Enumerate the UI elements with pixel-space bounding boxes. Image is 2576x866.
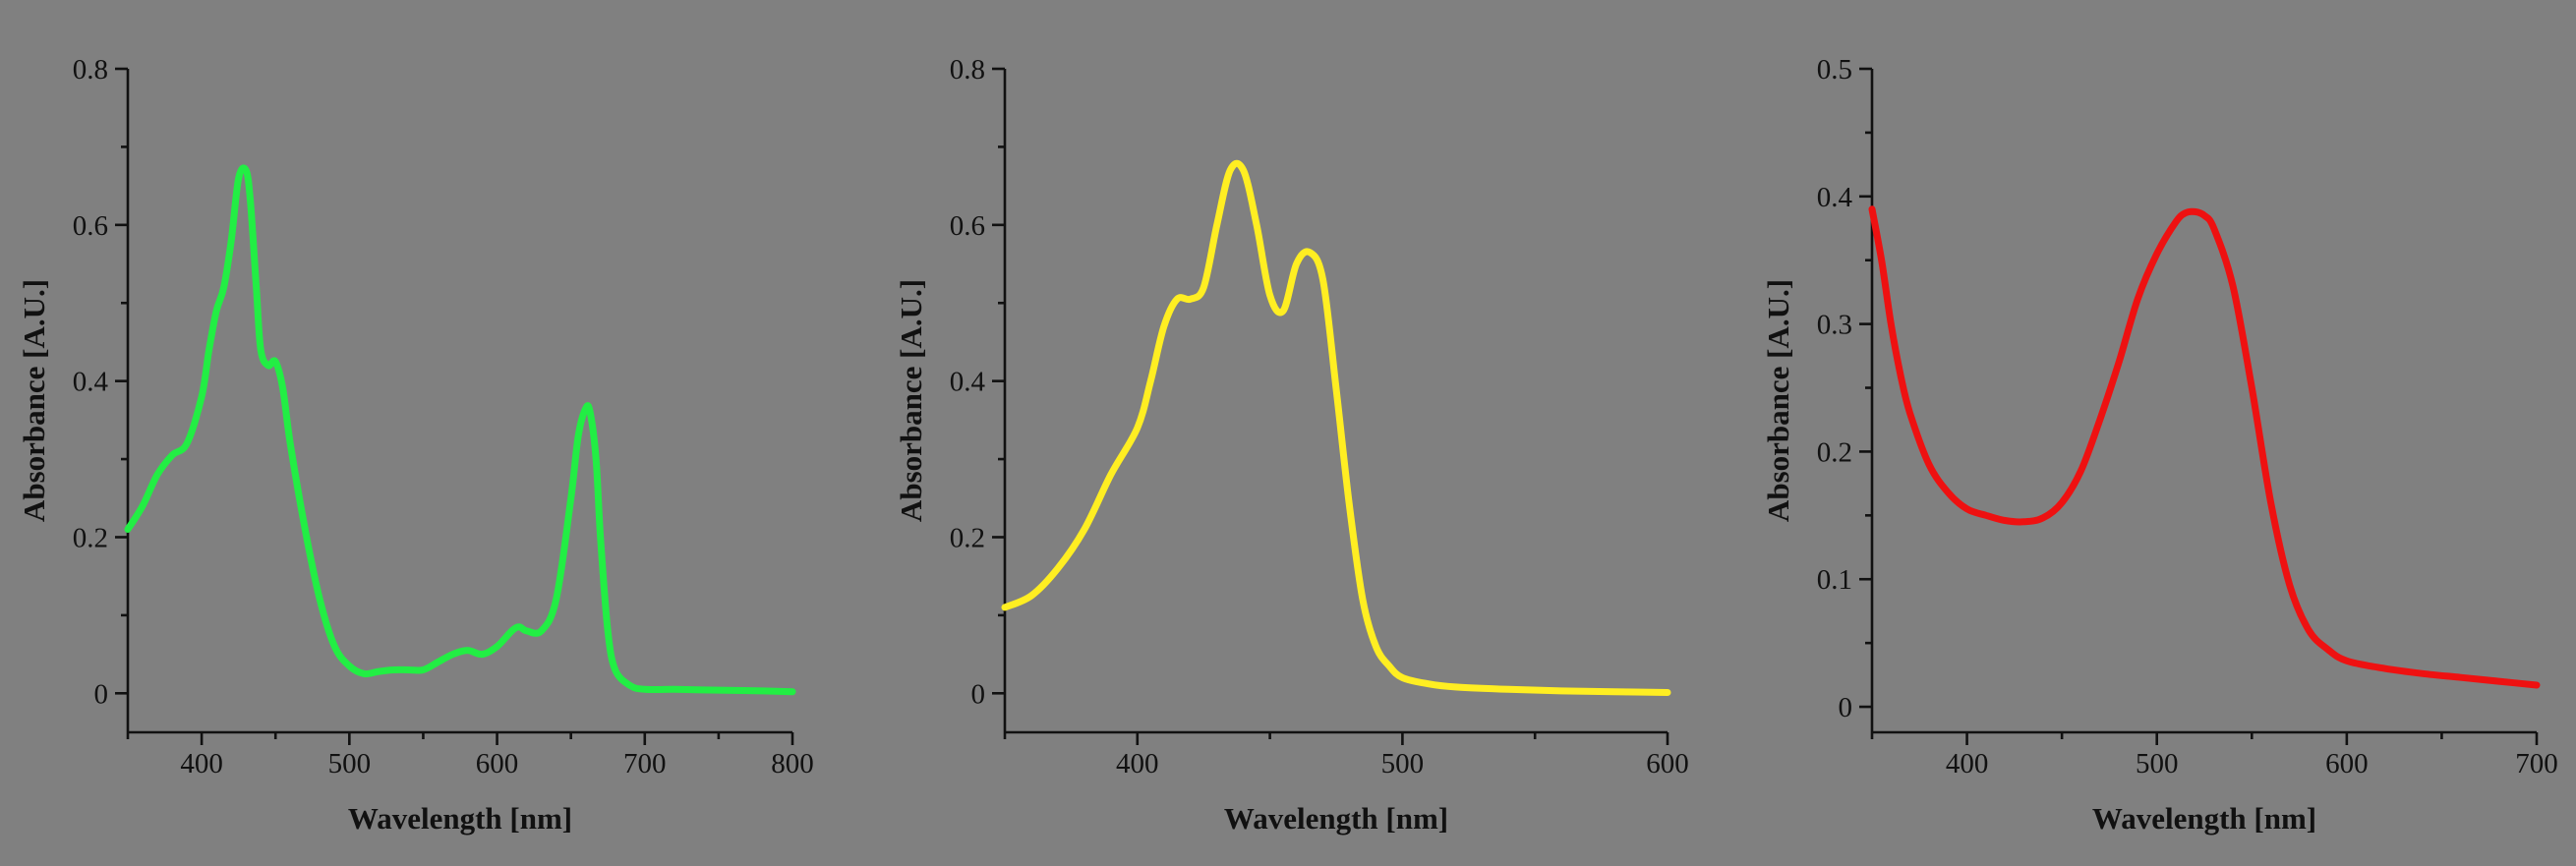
absorbance-series-line xyxy=(124,164,796,696)
green-absorbance-chart: 0 0.2 0.4 0.6 0.8 400 500 600 700 800 Wavelength [… xyxy=(17,54,814,836)
red-absorbance-chart: 0 0.1 0.2 0.3 0.4 0.5 400 500 600 700 Wavelength [… xyxy=(1761,54,2558,836)
y-axis-title: Absorbance [A.U.] xyxy=(1761,279,1795,522)
x-tick-label: 400 xyxy=(180,748,223,779)
y-tick-label: 0.4 xyxy=(950,367,986,398)
y-tick-label: 0.2 xyxy=(950,522,985,553)
x-axis-title: Wavelength [nm] xyxy=(348,801,572,836)
x-tick-label: 600 xyxy=(476,748,519,779)
y-tick-label: 0.4 xyxy=(1817,182,1853,213)
x-tick-label: 700 xyxy=(2515,748,2558,779)
y-tick-label: 0.8 xyxy=(73,54,108,86)
x-tick-label: 600 xyxy=(2325,748,2369,779)
y-tick-label: 0.5 xyxy=(1817,54,1852,86)
y-tick-label: 0 xyxy=(94,678,109,710)
y-tick-label: 0.6 xyxy=(73,210,108,242)
y-tick-label: 0.6 xyxy=(950,210,985,242)
y-tick-label: 0.2 xyxy=(73,522,108,553)
yellow-absorbance-chart: 0 0.2 0.4 0.6 0.8 400 500 600 Wavelength [nm] Abs… xyxy=(894,54,1689,836)
y-tick-label: 0.8 xyxy=(950,54,985,86)
absorbance-series-line xyxy=(1001,159,1671,696)
absorbance-series-line xyxy=(1868,205,2541,689)
y-tick-label: 0.2 xyxy=(1817,436,1852,468)
x-tick-label: 500 xyxy=(328,748,372,779)
x-tick-label: 400 xyxy=(1946,748,1989,779)
y-tick-label: 0.4 xyxy=(73,367,109,398)
x-axis-title: Wavelength [nm] xyxy=(2092,801,2316,836)
x-tick-label: 500 xyxy=(2136,748,2179,779)
x-tick-label: 700 xyxy=(623,748,667,779)
x-tick-label: 800 xyxy=(771,748,814,779)
x-tick-label: 400 xyxy=(1116,748,1159,779)
x-tick-label: 500 xyxy=(1381,748,1425,779)
y-tick-label: 0.1 xyxy=(1817,564,1852,596)
y-tick-label: 0.3 xyxy=(1817,310,1852,341)
y-tick-label: 0 xyxy=(971,678,986,710)
y-axis-title: Absorbance [A.U.] xyxy=(17,279,51,522)
y-axis-title: Absorbance [A.U.] xyxy=(894,279,928,522)
x-tick-label: 600 xyxy=(1646,748,1689,779)
y-tick-label: 0 xyxy=(1839,692,1853,723)
x-axis-title: Wavelength [nm] xyxy=(1224,801,1448,836)
